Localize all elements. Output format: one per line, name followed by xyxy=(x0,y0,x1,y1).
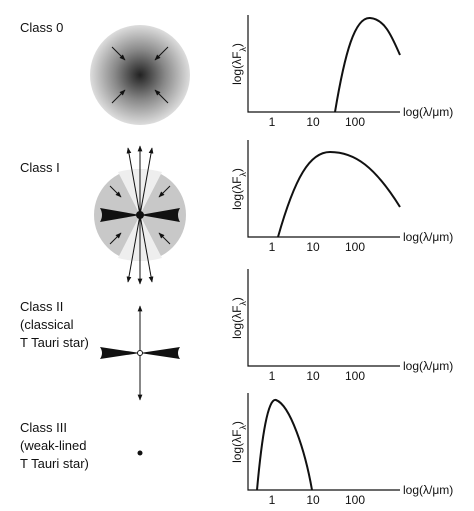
y-label-sub: λ xyxy=(238,172,248,177)
y-axis-label: log(λFλ) xyxy=(230,297,248,339)
sed-curve xyxy=(256,399,313,491)
class-label: Class 0 xyxy=(20,20,63,35)
infall-arrow xyxy=(111,89,126,104)
infall-arrow xyxy=(154,89,169,104)
class-label: (classical xyxy=(20,317,74,332)
infall-arrow xyxy=(158,185,171,198)
x-axis-label: log(λ/μm) xyxy=(403,359,453,373)
infall-arrow xyxy=(109,185,122,198)
x-tick-label: 100 xyxy=(345,369,365,383)
y-label-close: ) xyxy=(230,421,244,425)
y-label-close: ) xyxy=(230,297,244,301)
x-tick-label: 100 xyxy=(345,240,365,254)
axes xyxy=(247,140,400,238)
star xyxy=(137,350,143,356)
axes xyxy=(247,269,400,367)
outflow-arrow xyxy=(139,214,154,283)
x-tick-label: 10 xyxy=(306,369,320,383)
axes xyxy=(247,15,400,113)
class-label: Class III xyxy=(20,420,67,435)
y-label-main: log(λF xyxy=(230,430,244,463)
x-tick-label: 1 xyxy=(269,240,276,254)
class0-illustration xyxy=(90,25,190,125)
y-label-sub: λ xyxy=(238,301,248,306)
envelope xyxy=(90,25,190,125)
star xyxy=(137,450,143,456)
y-label-main: log(λF xyxy=(230,52,244,85)
class-label: T Tauri star) xyxy=(20,456,89,471)
x-axis-label: log(λ/μm) xyxy=(403,483,453,497)
axes xyxy=(247,393,400,491)
x-tick-label: 10 xyxy=(306,240,320,254)
x-tick-label: 10 xyxy=(306,493,320,507)
y-label-main: log(λF xyxy=(230,177,244,210)
y-axis-label: log(λFλ) xyxy=(230,421,248,463)
infall-arrow xyxy=(111,46,126,61)
infall-arrow xyxy=(158,232,171,245)
infall-arrow xyxy=(109,232,122,245)
class-label: T Tauri star) xyxy=(20,335,89,350)
x-axis-label: log(λ/μm) xyxy=(403,105,453,119)
class-label: Class I xyxy=(20,160,60,175)
class2-illustration xyxy=(100,305,180,401)
x-tick-label: 1 xyxy=(269,115,276,129)
x-axis-label: log(λ/μm) xyxy=(403,230,453,244)
y-label-sub: λ xyxy=(238,425,248,430)
class-label: (weak-lined xyxy=(20,438,86,453)
class1-illustration xyxy=(94,145,186,285)
x-tick-label: 1 xyxy=(269,493,276,507)
x-tick-label: 100 xyxy=(345,115,365,129)
sed-curve xyxy=(277,150,401,238)
y-label-close: ) xyxy=(230,168,244,172)
infall-arrow xyxy=(154,46,169,61)
class-label: Class II xyxy=(20,299,63,314)
outflow-arrow xyxy=(126,214,141,283)
x-tick-label: 1 xyxy=(269,369,276,383)
outflow-arrow xyxy=(126,147,141,216)
x-tick-label: 10 xyxy=(306,115,320,129)
outflow-arrow xyxy=(139,147,154,216)
sed-curve xyxy=(334,16,401,113)
y-axis-label: log(λFλ) xyxy=(230,168,248,210)
y-label-sub: λ xyxy=(238,47,248,52)
y-label-main: log(λF xyxy=(230,306,244,339)
y-label-close: ) xyxy=(230,43,244,47)
x-tick-label: 100 xyxy=(345,493,365,507)
y-axis-label: log(λFλ) xyxy=(230,43,248,85)
